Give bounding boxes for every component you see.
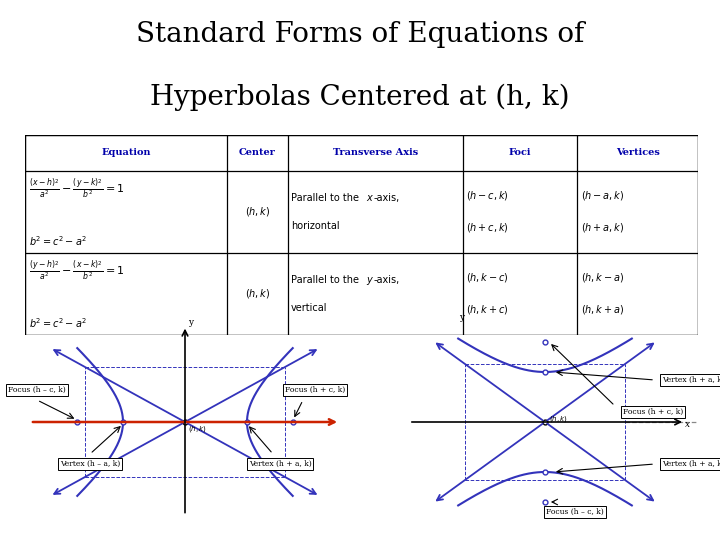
Text: Focus (h + c, k): Focus (h + c, k): [623, 408, 683, 416]
Text: $(h, k+a)$: $(h, k+a)$: [580, 303, 624, 316]
Text: y: y: [188, 319, 193, 327]
Text: Foci: Foci: [509, 148, 531, 158]
Text: $(h, k-a)$: $(h, k-a)$: [580, 272, 624, 285]
Text: x: x: [366, 193, 372, 203]
Text: $(h-c, k)$: $(h-c, k)$: [466, 190, 509, 202]
Text: Vertex (h + a, k): Vertex (h + a, k): [248, 460, 311, 468]
Text: Vertex (h + a, k): Vertex (h + a, k): [662, 460, 720, 468]
Text: $(h, k)$: $(h, k)$: [188, 423, 207, 434]
Text: Parallel to the: Parallel to the: [291, 193, 362, 203]
Text: Focus (h – c, k): Focus (h – c, k): [546, 508, 604, 516]
Text: Focus (h + c, k): Focus (h + c, k): [285, 386, 345, 394]
Text: $(h, k+c)$: $(h, k+c)$: [466, 303, 509, 316]
Text: $b^2=c^2-a^2$: $b^2=c^2-a^2$: [29, 234, 86, 248]
Text: $(h+a, k)$: $(h+a, k)$: [580, 221, 624, 234]
Text: horizontal: horizontal: [291, 221, 340, 231]
Text: $(h, k)$: $(h, k)$: [549, 414, 568, 423]
Text: Vertex (h – a, k): Vertex (h – a, k): [60, 460, 120, 468]
Text: -axis,: -axis,: [373, 275, 400, 285]
Text: $b^2=c^2-a^2$: $b^2=c^2-a^2$: [29, 316, 86, 330]
Text: Center: Center: [239, 148, 276, 158]
Text: vertical: vertical: [291, 303, 328, 313]
Text: y: y: [459, 313, 464, 322]
Text: Equation: Equation: [102, 148, 151, 158]
Text: x: x: [685, 420, 690, 429]
Text: Vertices: Vertices: [616, 148, 660, 158]
Text: Transverse Axis: Transverse Axis: [333, 148, 418, 158]
Text: $(h, k-c)$: $(h, k-c)$: [466, 272, 509, 285]
Text: $(h-a, k)$: $(h-a, k)$: [580, 190, 624, 202]
Text: $(h+c, k)$: $(h+c, k)$: [466, 221, 509, 234]
Text: y: y: [366, 275, 372, 285]
Text: Hyperbolas Centered at (h, k): Hyperbolas Centered at (h, k): [150, 83, 570, 111]
Text: $\frac{(x-h)^2}{a^2}-\frac{(y-k)^2}{b^2}=1$: $\frac{(x-h)^2}{a^2}-\frac{(y-k)^2}{b^2}…: [29, 178, 124, 200]
Text: Standard Forms of Equations of: Standard Forms of Equations of: [136, 21, 584, 48]
Text: -axis,: -axis,: [373, 193, 400, 203]
Text: $(h, k)$: $(h, k)$: [245, 287, 270, 300]
Text: Parallel to the: Parallel to the: [291, 275, 362, 285]
Text: $\frac{(y-h)^2}{a^2}-\frac{(x-k)^2}{b^2}=1$: $\frac{(y-h)^2}{a^2}-\frac{(x-k)^2}{b^2}…: [29, 259, 124, 282]
Text: Focus (h – c, k): Focus (h – c, k): [8, 386, 66, 394]
Text: Vertex (h + a, k): Vertex (h + a, k): [662, 376, 720, 384]
Text: $(h, k)$: $(h, k)$: [245, 205, 270, 218]
